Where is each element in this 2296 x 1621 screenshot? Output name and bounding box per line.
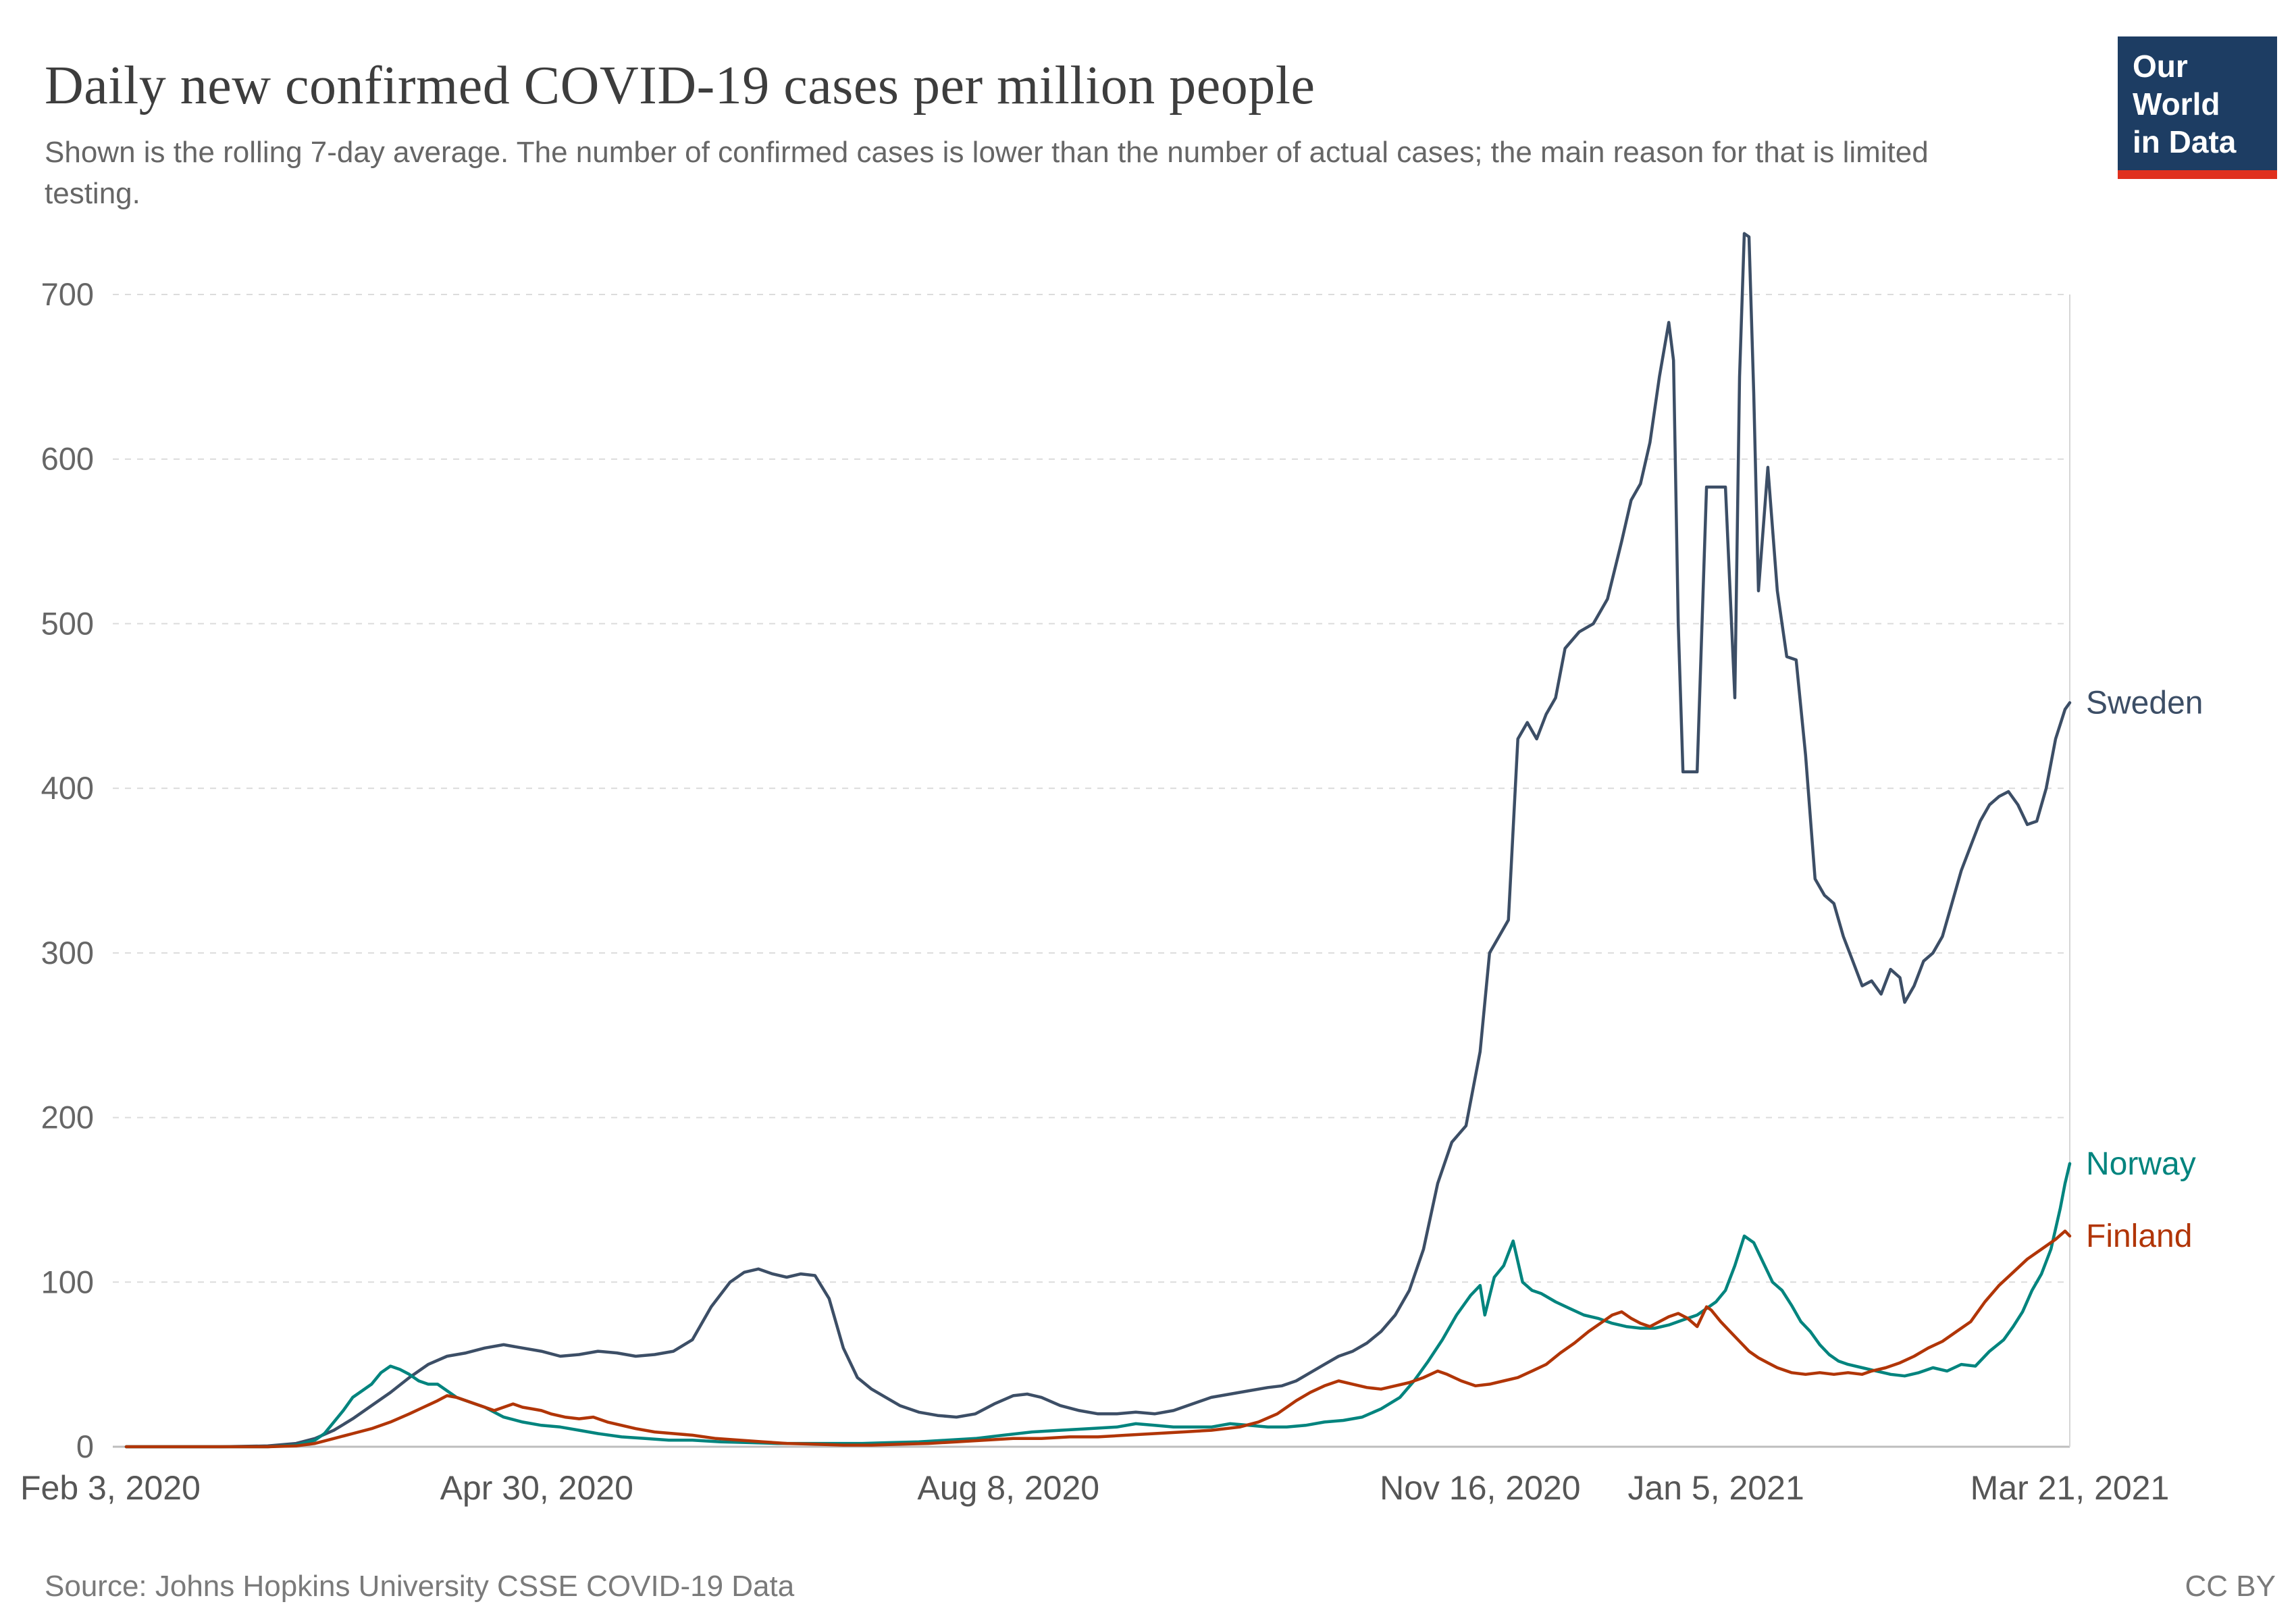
license-link[interactable]: CC BY	[2185, 1570, 2276, 1603]
x-tick-label: Aug 8, 2020	[917, 1469, 1099, 1507]
owid-logo-redbar	[2118, 170, 2277, 180]
series-line-sweden	[124, 232, 2072, 1449]
source-text: Source: Johns Hopkins University CSSE CO…	[45, 1570, 795, 1603]
series-line-finland	[124, 1229, 2072, 1449]
y-tick-label-600: 600	[41, 441, 94, 477]
page-subtitle: Shown is the rolling 7-day average. The …	[45, 136, 1929, 210]
series-label-finland: Finland	[2086, 1218, 2192, 1254]
series-label-norway: Norway	[2086, 1146, 2196, 1182]
footer: Source: Johns Hopkins University CSSE CO…	[0, 1563, 2296, 1603]
series-line-norway	[124, 1162, 2072, 1449]
y-tick-label-0: 0	[76, 1429, 94, 1464]
owid-logo-line1: Our World	[2133, 49, 2220, 122]
owid-logo-line2: in Data	[2133, 124, 2237, 160]
x-tick-label: Nov 16, 2020	[1380, 1469, 1580, 1507]
page-title: Daily new confirmed COVID-19 cases per m…	[45, 55, 1315, 115]
x-tick-label: Feb 3, 2020	[20, 1469, 201, 1507]
y-tick-label-700: 700	[41, 276, 94, 312]
x-tick-label: Apr 30, 2020	[440, 1469, 633, 1507]
y-tick-label-100: 100	[41, 1264, 94, 1300]
y-tick-label-300: 300	[41, 935, 94, 971]
x-tick-label: Jan 5, 2021	[1627, 1469, 1804, 1507]
owid-logo[interactable]: Our World in Data	[2118, 36, 2277, 180]
y-tick-label-200: 200	[41, 1100, 94, 1135]
x-tick-label: Mar 21, 2021	[1971, 1469, 2170, 1507]
y-tick-label-400: 400	[41, 770, 94, 806]
series-label-sweden: Sweden	[2086, 685, 2203, 721]
y-tick-label-500: 500	[41, 605, 94, 641]
owid-logo-box: Our World in Data	[2118, 36, 2277, 171]
